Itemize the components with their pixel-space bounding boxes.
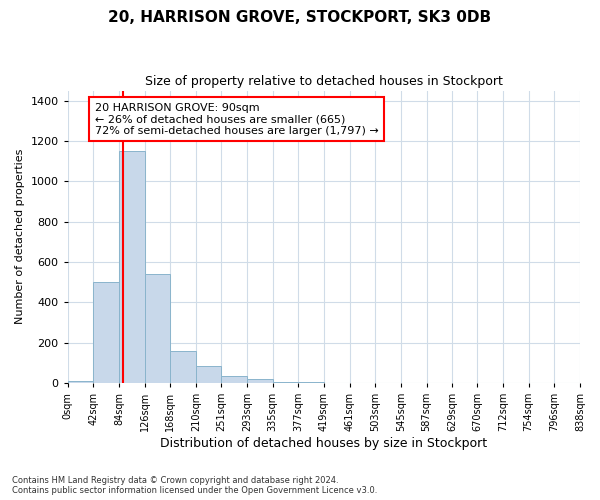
Text: Contains HM Land Registry data © Crown copyright and database right 2024.
Contai: Contains HM Land Registry data © Crown c… xyxy=(12,476,377,495)
Title: Size of property relative to detached houses in Stockport: Size of property relative to detached ho… xyxy=(145,75,503,88)
Bar xyxy=(68,381,94,383)
Bar xyxy=(94,282,119,383)
Y-axis label: Number of detached properties: Number of detached properties xyxy=(15,149,25,324)
Bar xyxy=(145,274,170,383)
Bar xyxy=(298,382,324,383)
X-axis label: Distribution of detached houses by size in Stockport: Distribution of detached houses by size … xyxy=(160,437,487,450)
Bar xyxy=(196,366,221,383)
Bar xyxy=(170,351,196,383)
Bar xyxy=(247,379,272,383)
Bar xyxy=(221,376,247,383)
Bar xyxy=(272,382,298,383)
Text: 20, HARRISON GROVE, STOCKPORT, SK3 0DB: 20, HARRISON GROVE, STOCKPORT, SK3 0DB xyxy=(109,10,491,25)
Text: 20 HARRISON GROVE: 90sqm
← 26% of detached houses are smaller (665)
72% of semi-: 20 HARRISON GROVE: 90sqm ← 26% of detach… xyxy=(95,102,379,136)
Bar xyxy=(119,151,145,383)
